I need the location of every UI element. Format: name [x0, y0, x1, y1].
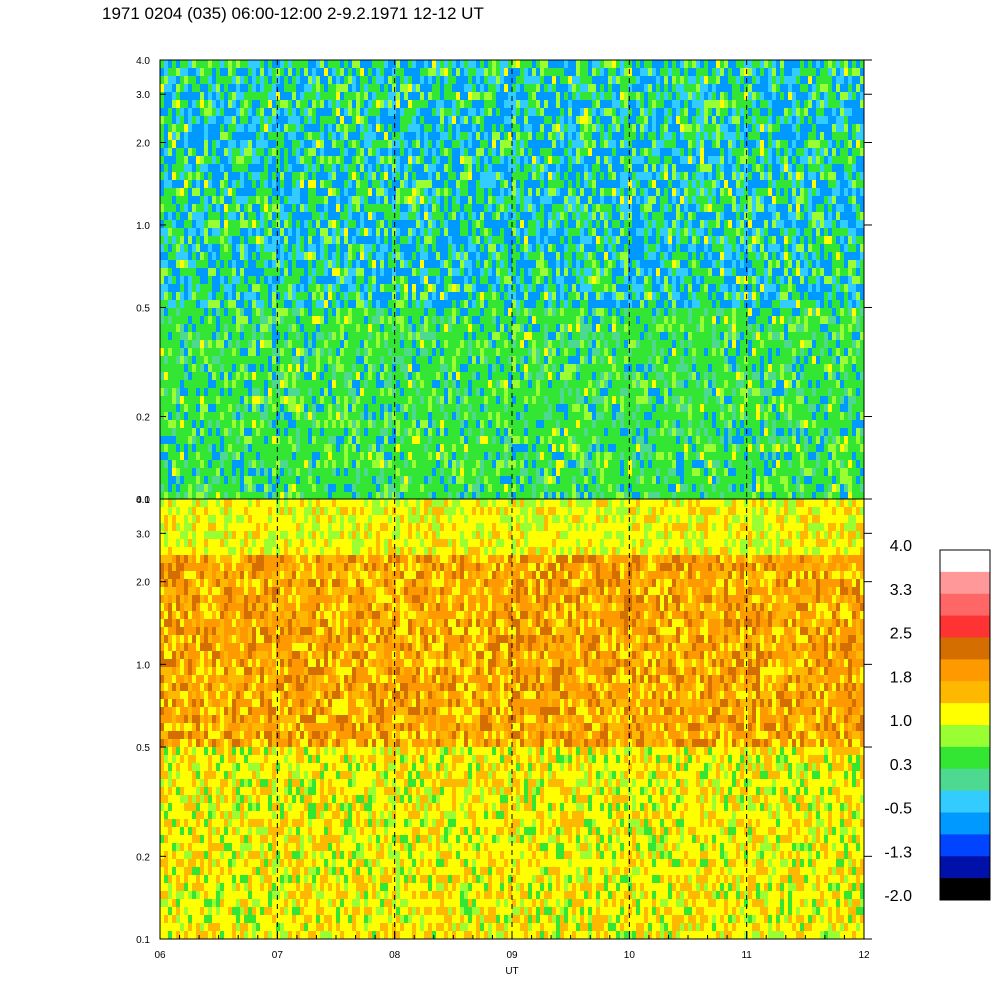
colorbar-label: 4.0 — [890, 538, 912, 555]
colorbar-label: 3.3 — [890, 582, 912, 599]
colorbar-swatch — [940, 878, 990, 901]
colorbar-swatch — [940, 790, 990, 813]
x-axis: 06 07 08 09 10 11 12 UT — [154, 931, 870, 977]
colorbar-label: -1.3 — [884, 844, 912, 861]
lower-y-tick-label: 2.0 — [136, 578, 150, 589]
upper-spectrogram-panel: 4.0 3.0 2.0 1.0 0.5 0.2 0.1 — [136, 56, 872, 506]
colorbar-swatch — [940, 856, 990, 879]
colorbar-swatch — [940, 725, 990, 748]
lower-spectrogram-panel: 4.0 3.0 2.0 1.0 0.5 0.2 0.1 — [136, 495, 872, 946]
colorbar-swatch — [940, 703, 990, 726]
colorbar-swatch — [940, 834, 990, 857]
colorbar-swatch — [940, 571, 990, 595]
x-axis-label: UT — [505, 966, 518, 977]
colorbar-label: 1.8 — [890, 669, 912, 686]
colorbar-swatch — [940, 550, 990, 573]
upper-y-tick-label: 0.2 — [136, 413, 150, 424]
colorbar-label: -0.5 — [884, 801, 912, 818]
lower-y-tick-label: 0.2 — [136, 852, 150, 863]
colorbar-label: 2.5 — [890, 626, 912, 643]
x-tick-label: 10 — [624, 950, 636, 961]
lower-y-tick-label: 1.0 — [136, 660, 150, 671]
x-tick-label: 12 — [858, 950, 870, 961]
colorbar-swatch — [940, 593, 990, 617]
colorbar-swatch — [940, 746, 990, 770]
colorbar-swatch — [940, 637, 990, 660]
upper-y-tick-label: 4.0 — [136, 56, 150, 67]
upper-y-tick-label: 0.5 — [136, 303, 150, 314]
x-tick-label: 09 — [506, 950, 518, 961]
lower-y-tick-label: 4.0 — [136, 495, 150, 506]
x-tick-label: 11 — [741, 950, 752, 961]
x-tick-label: 06 — [154, 950, 166, 961]
colorbar-frame — [939, 549, 991, 901]
colorbar: 4.0 3.3 2.5 1.8 1.0 0.3 -0.5 -1.3 -2.0 — [884, 538, 991, 905]
x-tick-label: 07 — [272, 950, 284, 961]
colorbar-swatch — [940, 615, 990, 638]
colorbar-swatch — [940, 768, 990, 792]
upper-y-tick-label: 1.0 — [136, 221, 150, 232]
lower-y-tick-label: 0.1 — [136, 935, 150, 946]
colorbar-swatch — [940, 659, 990, 682]
colorbar-label: -2.0 — [884, 888, 912, 905]
colorbar-swatch — [940, 812, 990, 835]
x-tick-label: 08 — [389, 950, 401, 961]
colorbar-swatch — [940, 681, 990, 704]
colorbar-label: 1.0 — [890, 713, 912, 730]
chart-title: 1971 0204 (035) 06:00-12:00 2-9.2.1971 1… — [102, 4, 484, 23]
colorbar-label: 0.3 — [890, 757, 912, 774]
lower-spectrogram-texture — [160, 499, 864, 939]
upper-y-tick-label: 3.0 — [136, 90, 150, 101]
upper-y-tick-label: 2.0 — [136, 138, 150, 149]
upper-spectrogram-texture — [160, 60, 864, 499]
lower-y-tick-label: 3.0 — [136, 529, 150, 540]
upper-y-tick-label: 0.1 — [136, 495, 150, 506]
lower-y-tick-label: 0.5 — [136, 743, 150, 754]
